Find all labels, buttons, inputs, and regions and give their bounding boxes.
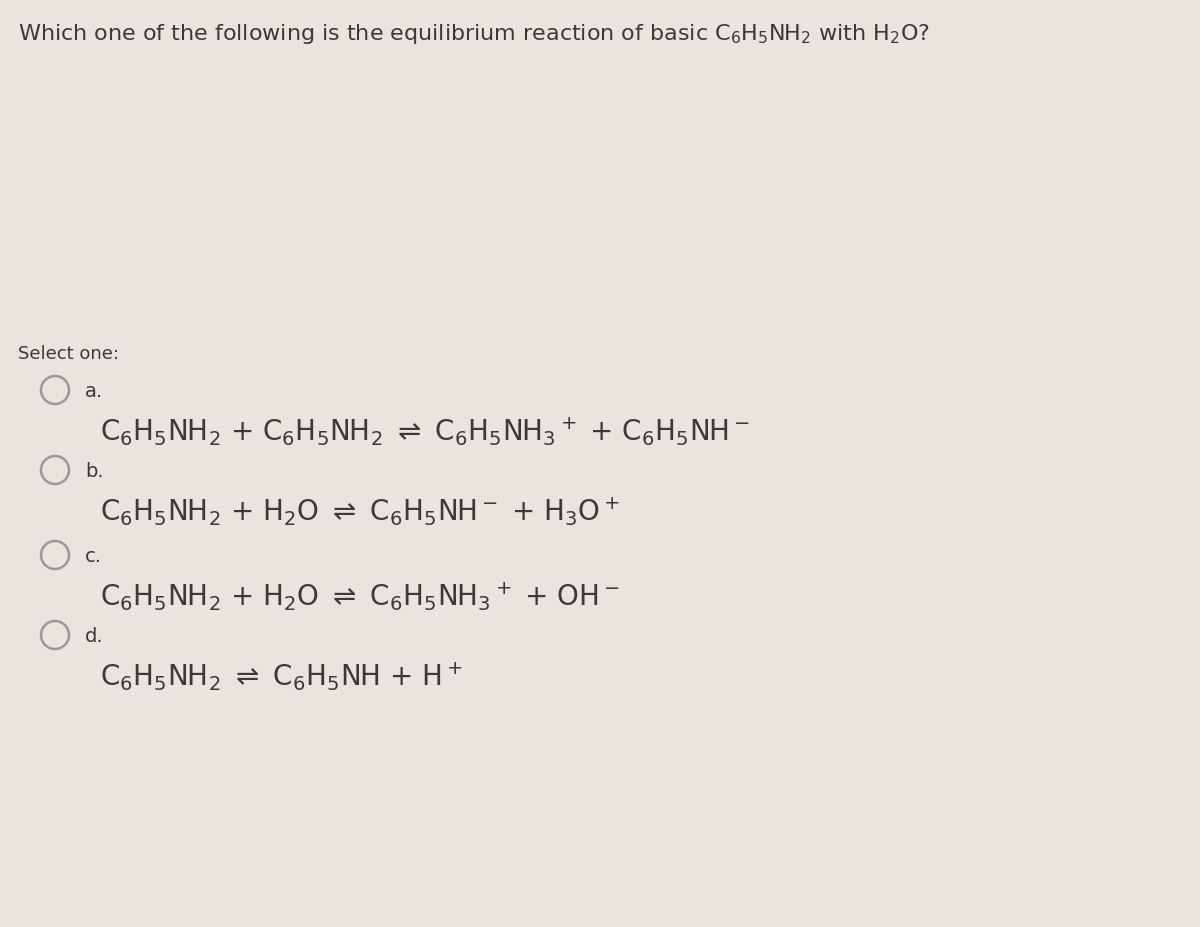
Text: C$_6$H$_5$NH$_2$ + H$_2$O $\rightleftharpoons$ C$_6$H$_5$NH$_3$$^+$ + OH$^-$: C$_6$H$_5$NH$_2$ + H$_2$O $\rightlefthar… (100, 580, 620, 613)
Text: C$_6$H$_5$NH$_2$ $\rightleftharpoons$ C$_6$H$_5$NH + H$^+$: C$_6$H$_5$NH$_2$ $\rightleftharpoons$ C$… (100, 660, 463, 692)
Text: d.: d. (85, 627, 103, 646)
Text: b.: b. (85, 462, 103, 481)
Text: Which one of the following is the equilibrium reaction of basic C$_6$H$_5$NH$_2$: Which one of the following is the equili… (18, 22, 930, 46)
Text: C$_6$H$_5$NH$_2$ + C$_6$H$_5$NH$_2$ $\rightleftharpoons$ C$_6$H$_5$NH$_3$$^+$ + : C$_6$H$_5$NH$_2$ + C$_6$H$_5$NH$_2$ $\ri… (100, 415, 750, 448)
Text: C$_6$H$_5$NH$_2$ + H$_2$O $\rightleftharpoons$ C$_6$H$_5$NH$^-$ + H$_3$O$^+$: C$_6$H$_5$NH$_2$ + H$_2$O $\rightlefthar… (100, 495, 620, 527)
Text: c.: c. (85, 547, 102, 566)
Text: Select one:: Select one: (18, 345, 119, 363)
Text: a.: a. (85, 382, 103, 401)
